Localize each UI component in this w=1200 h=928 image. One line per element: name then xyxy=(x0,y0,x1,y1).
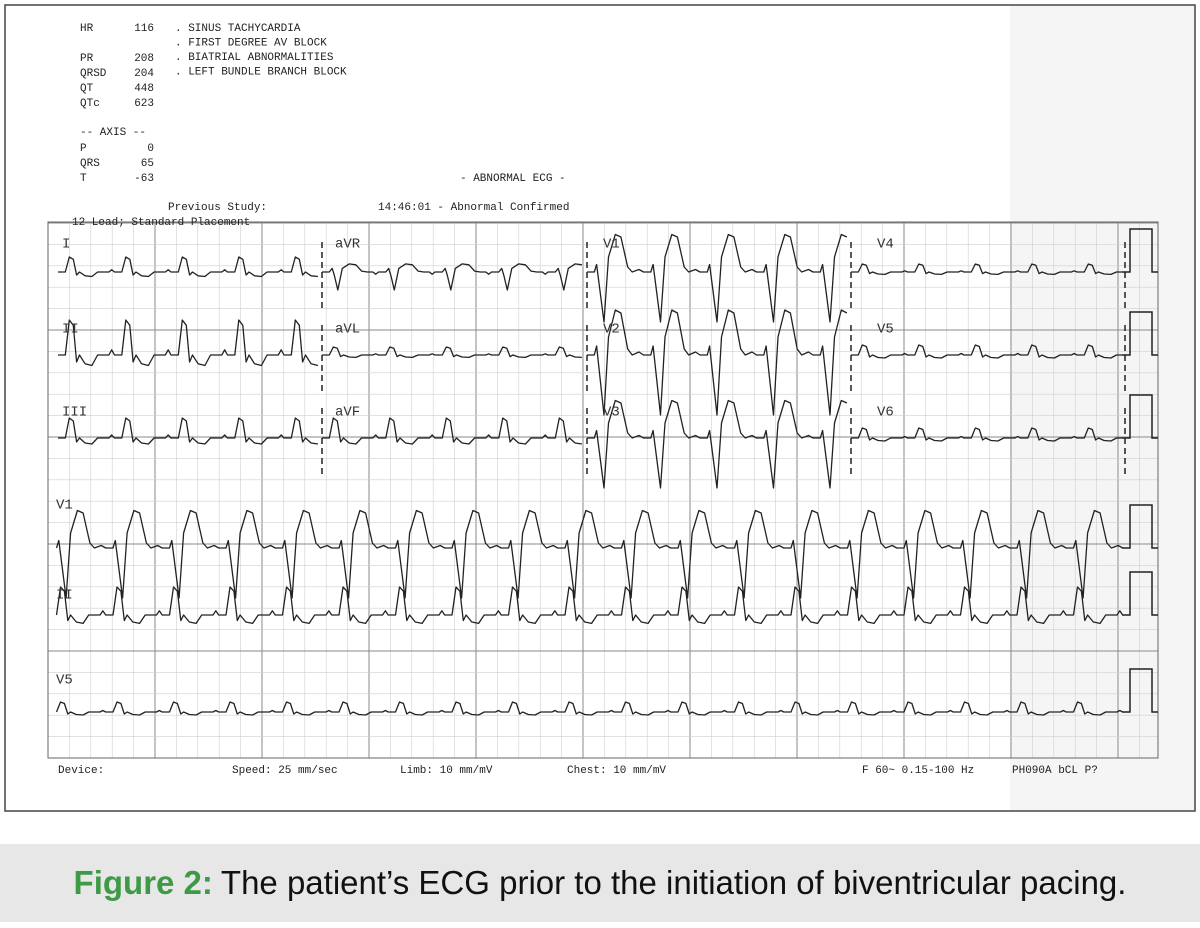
ecg-trace xyxy=(851,344,1123,359)
grid-border xyxy=(47,221,1159,759)
header-text: HR xyxy=(80,23,94,35)
header-text: -- AXIS -- xyxy=(80,127,146,139)
ecg-trace xyxy=(851,263,1123,276)
ecg-printout: HR 116 PR 208 QRSD 204 QT 448 QTc 623 . SINUS TACH… xyxy=(4,4,1196,812)
ecg-trace xyxy=(58,417,318,445)
lead-label: V2 xyxy=(603,322,620,338)
lead-label: V5 xyxy=(877,322,894,338)
calibration-pulse xyxy=(1122,504,1158,549)
calibration-pulse xyxy=(1122,571,1158,616)
header-text: -63 xyxy=(134,173,154,185)
header-text: . SINUS TACHYCARDIA xyxy=(175,23,301,35)
lead-label: II xyxy=(62,322,79,338)
header-text: 623 xyxy=(134,98,154,110)
calibration-pulse xyxy=(1122,668,1158,713)
lead-label: aVF xyxy=(335,405,360,421)
calibration-pulse xyxy=(1122,311,1158,356)
header-text: 14:46:01 - Abnormal Confirmed xyxy=(378,202,569,214)
lead-label: V3 xyxy=(603,405,620,421)
header-text: Device: xyxy=(58,765,104,777)
ecg-trace xyxy=(55,701,1123,716)
header-text: 65 xyxy=(141,158,154,170)
lead-label: II xyxy=(56,588,73,604)
header-text: 204 xyxy=(134,68,154,80)
ecg-trace xyxy=(851,427,1123,442)
header-text: Limb: 10 mm/mV xyxy=(400,765,493,777)
calibration-pulse xyxy=(1122,394,1158,439)
ecg-trace xyxy=(587,233,848,323)
lead-label: aVL xyxy=(335,322,360,338)
header-text: 12 Lead; Standard Placement xyxy=(72,217,250,229)
ecg-trace xyxy=(587,309,848,416)
caption: Figure 2: The patient’s ECG prior to the… xyxy=(0,844,1200,922)
shade xyxy=(1010,6,1194,810)
header-text: Previous Study: xyxy=(168,202,267,214)
header-text: QTc xyxy=(80,98,100,110)
header-text: F 60~ 0.15-100 Hz xyxy=(862,765,974,777)
traces xyxy=(55,228,1158,716)
header-text: . BIATRIAL ABNORMALITIES xyxy=(175,52,334,64)
lead-label: V6 xyxy=(877,405,894,421)
header-text: Speed: 25 mm/sec xyxy=(232,765,338,777)
lead-label: V1 xyxy=(56,498,73,514)
ecg-trace xyxy=(55,586,1124,625)
lead-label: V5 xyxy=(56,673,73,689)
header-text: PR xyxy=(80,53,94,65)
ecg-trace xyxy=(322,263,582,291)
header-text: - ABNORMAL ECG - xyxy=(460,173,566,185)
ecg-trace xyxy=(55,509,1124,599)
grid xyxy=(47,221,1159,759)
caption-label: Figure 2: xyxy=(73,864,213,901)
lead-label: III xyxy=(62,405,87,421)
caption-text: The patient’s ECG prior to the initiatio… xyxy=(220,864,1127,901)
ecg-trace xyxy=(58,256,318,278)
lead-label: V1 xyxy=(603,237,620,253)
frame xyxy=(4,4,1196,812)
header-text: . FIRST DEGREE AV BLOCK xyxy=(175,37,327,49)
calibration-pulse xyxy=(1122,228,1158,273)
header-text: Chest: 10 mm/mV xyxy=(567,765,666,777)
ecg-trace xyxy=(587,399,848,489)
ecg-trace xyxy=(322,417,582,445)
lead-label: V4 xyxy=(877,237,894,253)
lead-label: I xyxy=(62,237,70,253)
header-text: 0 xyxy=(147,143,154,155)
ecg-trace xyxy=(58,319,319,367)
header-text: 448 xyxy=(134,83,154,95)
header-text: P xyxy=(80,143,87,155)
header-text: T xyxy=(80,173,87,185)
ecg-trace xyxy=(322,346,582,359)
header-text: QRSD xyxy=(80,68,107,80)
lead-label: aVR xyxy=(335,237,361,253)
header-text: 116 xyxy=(134,23,154,35)
texts: HR 116 PR 208 QRSD 204 QT 448 QTc 623 . SINUS TACH… xyxy=(56,23,1098,777)
header-text: QRS xyxy=(80,158,100,170)
header-text: QT xyxy=(80,83,94,95)
header-text: PH090A bCL P? xyxy=(1012,765,1098,777)
header-text: . LEFT BUNDLE BRANCH BLOCK xyxy=(175,66,347,78)
header-text: 208 xyxy=(134,53,154,65)
